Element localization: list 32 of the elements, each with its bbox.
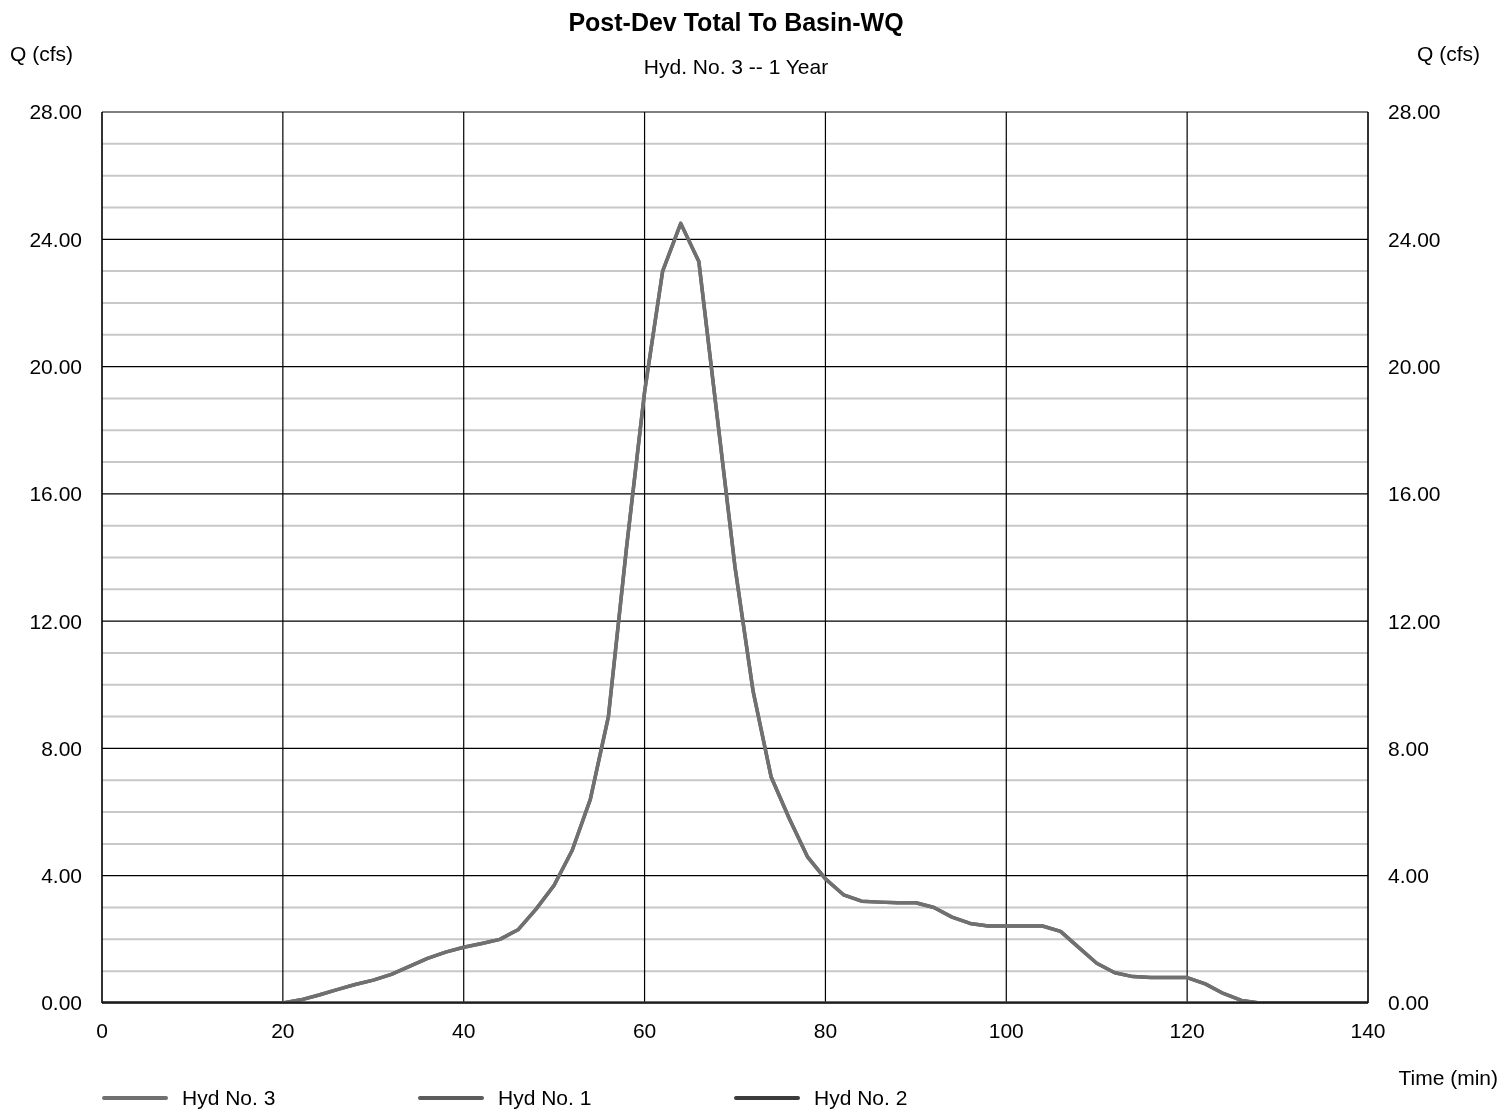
- y2-tick-label: 16.00: [1388, 482, 1441, 506]
- y2-tick-label: 4.00: [1388, 864, 1429, 888]
- legend-label: Hyd No. 1: [498, 1086, 592, 1110]
- y2-tick-label: 8.00: [1388, 736, 1429, 760]
- chart-title: Post-Dev Total To Basin-WQ: [567, 8, 905, 37]
- x-tick-label: 120: [1169, 1018, 1205, 1042]
- y2-tick-label: 20.00: [1388, 355, 1441, 379]
- y-axis-title: Q (cfs): [10, 42, 73, 66]
- y-tick-label: 24.00: [29, 227, 82, 251]
- y-tick-label: 16.00: [29, 482, 82, 506]
- x-tick-label: 140: [1350, 1018, 1386, 1042]
- y-tick-label: 0.00: [41, 991, 82, 1015]
- y-tick-label: 8.00: [41, 736, 82, 760]
- chart-subtitle: Hyd. No. 3 -- 1 Year: [643, 55, 829, 78]
- x-tick-label: 0: [96, 1018, 108, 1042]
- x-axis-title: Time (min): [1398, 1066, 1498, 1090]
- y2-tick-label: 28.00: [1388, 100, 1441, 124]
- x-tick-label: 100: [988, 1018, 1024, 1042]
- x-tick-label: 40: [452, 1018, 476, 1042]
- y-tick-label: 28.00: [29, 100, 82, 124]
- x-tick-label: 20: [271, 1018, 295, 1042]
- y2-tick-label: 12.00: [1388, 609, 1441, 633]
- x-tick-label: 60: [632, 1018, 657, 1042]
- y-tick-label: 20.00: [29, 355, 82, 379]
- y2-axis-title: Q (cfs): [1417, 42, 1480, 66]
- y2-tick-label: 0.00: [1388, 991, 1429, 1015]
- x-tick-label: 80: [813, 1018, 838, 1042]
- y-tick-label: 4.00: [41, 864, 82, 888]
- legend-label: Hyd No. 2: [814, 1086, 908, 1110]
- y2-tick-label: 24.00: [1388, 227, 1441, 251]
- y-tick-label: 12.00: [29, 609, 82, 633]
- legend-label: Hyd No. 3: [182, 1086, 276, 1110]
